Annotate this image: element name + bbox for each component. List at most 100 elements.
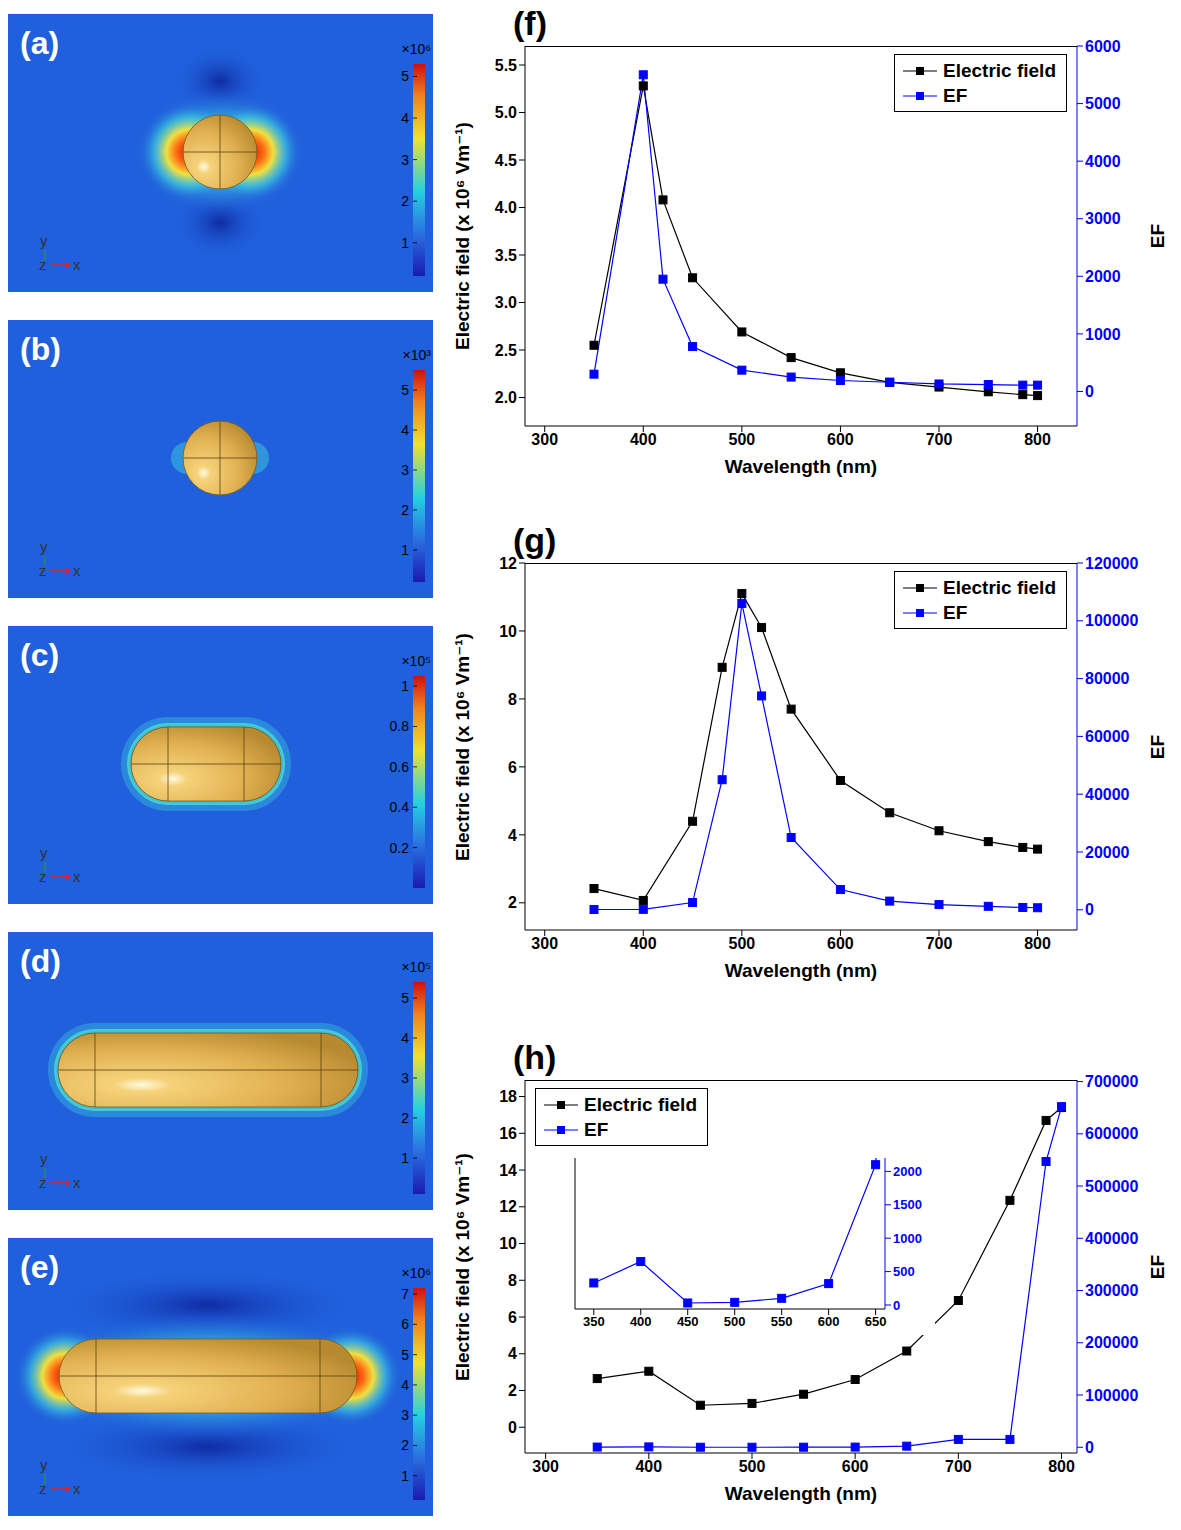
- svg-text:500000: 500000: [1085, 1178, 1138, 1195]
- svg-text:10: 10: [499, 623, 517, 640]
- svg-text:3: 3: [401, 152, 409, 168]
- svg-text:(d): (d): [20, 943, 61, 979]
- svg-text:x: x: [73, 1480, 81, 1497]
- svg-text:0.4: 0.4: [390, 799, 410, 815]
- svg-text:500: 500: [729, 935, 756, 952]
- svg-text:500: 500: [729, 431, 756, 448]
- svg-text:1: 1: [401, 542, 409, 558]
- svg-text:(c): (c): [20, 637, 59, 673]
- svg-text:60000: 60000: [1085, 728, 1130, 745]
- svg-text:1: 1: [401, 1468, 409, 1484]
- svg-text:800: 800: [1024, 935, 1051, 952]
- svg-text:6: 6: [401, 1316, 409, 1332]
- svg-text:800: 800: [1024, 431, 1051, 448]
- svg-text:4: 4: [401, 110, 409, 126]
- svg-text:800: 800: [1048, 1458, 1075, 1475]
- svg-text:120000: 120000: [1085, 555, 1138, 572]
- svg-text:600: 600: [827, 431, 854, 448]
- svg-text:×10³: ×10³: [403, 347, 432, 363]
- svg-text:(b): (b): [20, 331, 61, 367]
- svg-text:8: 8: [508, 691, 517, 708]
- svg-text:1500: 1500: [893, 1197, 922, 1212]
- svg-text:14: 14: [499, 1162, 517, 1179]
- svg-text:700: 700: [926, 935, 953, 952]
- svg-text:18: 18: [499, 1088, 517, 1105]
- svg-text:500: 500: [724, 1314, 746, 1329]
- svg-text:2: 2: [401, 502, 409, 518]
- svg-text:2.5: 2.5: [495, 342, 517, 359]
- svg-text:400: 400: [630, 1314, 652, 1329]
- svg-text:2000: 2000: [893, 1164, 922, 1179]
- svg-text:5: 5: [401, 68, 409, 84]
- svg-text:z: z: [39, 562, 47, 579]
- svg-text:300: 300: [532, 1458, 559, 1475]
- svg-text:x: x: [73, 1174, 81, 1191]
- svg-text:1: 1: [401, 678, 409, 694]
- svg-text:100000: 100000: [1085, 612, 1138, 629]
- svg-text:2000: 2000: [1085, 268, 1121, 285]
- svg-text:0: 0: [1085, 1439, 1094, 1456]
- svg-text:700: 700: [945, 1458, 972, 1475]
- svg-text:x: x: [73, 256, 81, 273]
- svg-text:300000: 300000: [1085, 1282, 1138, 1299]
- svg-text:5: 5: [401, 382, 409, 398]
- svg-text:3.0: 3.0: [495, 294, 517, 311]
- svg-text:×10⁶: ×10⁶: [401, 1265, 431, 1281]
- svg-text:6000: 6000: [1085, 38, 1121, 55]
- svg-text:400: 400: [630, 431, 657, 448]
- svg-text:0: 0: [893, 1298, 900, 1313]
- svg-text:300: 300: [531, 431, 558, 448]
- svg-text:7: 7: [401, 1286, 409, 1302]
- svg-text:200000: 200000: [1085, 1334, 1138, 1351]
- svg-text:4.5: 4.5: [495, 152, 517, 169]
- svg-text:1: 1: [401, 235, 409, 251]
- svg-text:z: z: [39, 1480, 47, 1497]
- svg-text:600: 600: [818, 1314, 840, 1329]
- svg-text:80000: 80000: [1085, 670, 1130, 687]
- svg-text:0.6: 0.6: [390, 759, 410, 775]
- svg-text:4.0: 4.0: [495, 199, 517, 216]
- svg-text:2: 2: [401, 1437, 409, 1453]
- svg-text:6: 6: [508, 759, 517, 776]
- svg-text:3.5: 3.5: [495, 247, 517, 264]
- svg-text:8: 8: [508, 1272, 517, 1289]
- svg-text:600000: 600000: [1085, 1125, 1138, 1142]
- svg-text:450: 450: [677, 1314, 699, 1329]
- svg-text:2: 2: [508, 894, 517, 911]
- svg-text:y: y: [40, 232, 48, 249]
- svg-text:2: 2: [508, 1382, 517, 1399]
- svg-text:0: 0: [508, 1419, 517, 1436]
- svg-text:12: 12: [499, 1198, 517, 1215]
- svg-text:20000: 20000: [1085, 844, 1130, 861]
- svg-text:10: 10: [499, 1235, 517, 1252]
- svg-text:4: 4: [401, 1377, 409, 1393]
- svg-text:x: x: [73, 562, 81, 579]
- svg-text:z: z: [39, 256, 47, 273]
- svg-text:×10⁵: ×10⁵: [401, 653, 431, 669]
- svg-text:z: z: [39, 1174, 47, 1191]
- svg-text:400: 400: [630, 935, 657, 952]
- svg-text:y: y: [40, 1456, 48, 1473]
- svg-text:3: 3: [401, 1407, 409, 1423]
- svg-text:(a): (a): [20, 25, 59, 61]
- svg-text:40000: 40000: [1085, 786, 1130, 803]
- svg-text:1: 1: [401, 1150, 409, 1166]
- svg-text:400000: 400000: [1085, 1230, 1138, 1247]
- svg-text:5: 5: [401, 1347, 409, 1363]
- svg-text:(e): (e): [20, 1249, 59, 1285]
- svg-text:4: 4: [401, 1030, 409, 1046]
- svg-text:5.0: 5.0: [495, 104, 517, 121]
- svg-text:×10⁶: ×10⁶: [401, 41, 431, 57]
- svg-text:550: 550: [771, 1314, 793, 1329]
- svg-text:3000: 3000: [1085, 210, 1121, 227]
- svg-text:y: y: [40, 1150, 48, 1167]
- svg-text:2.0: 2.0: [495, 389, 517, 406]
- svg-text:700000: 700000: [1085, 1073, 1138, 1090]
- svg-text:5.5: 5.5: [495, 57, 517, 74]
- svg-text:0: 0: [1085, 383, 1094, 400]
- svg-text:1000: 1000: [893, 1231, 922, 1246]
- svg-text:700: 700: [926, 431, 953, 448]
- svg-text:500: 500: [739, 1458, 766, 1475]
- svg-text:z: z: [39, 868, 47, 885]
- svg-text:2: 2: [401, 1110, 409, 1126]
